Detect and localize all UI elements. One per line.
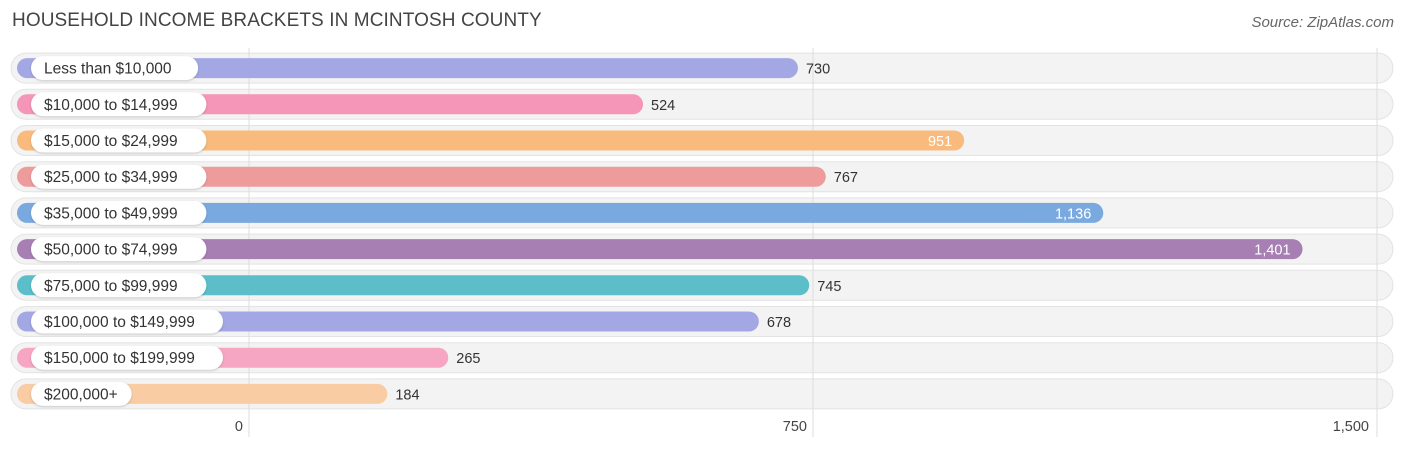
chart-title: HOUSEHOLD INCOME BRACKETS IN MCINTOSH CO…	[12, 10, 542, 31]
value-label: 730	[806, 62, 830, 78]
category-pill	[31, 56, 199, 81]
category-pill	[31, 237, 207, 262]
bar	[17, 275, 810, 296]
value-label: 767	[834, 170, 858, 186]
category-label: $150,000 to $199,999	[44, 350, 195, 367]
bar	[17, 58, 798, 79]
category-pill	[31, 128, 207, 153]
bar	[17, 202, 1104, 223]
category-pill	[31, 309, 223, 334]
value-label: 1,401	[1254, 243, 1290, 259]
value-label: 678	[767, 315, 791, 331]
category-label: $200,000+	[44, 386, 118, 403]
value-label: 745	[817, 279, 841, 295]
value-label: 184	[395, 387, 419, 403]
tick-label: 0	[235, 419, 243, 435]
value-label: 1,136	[1055, 206, 1091, 222]
tick-label: 1,500	[1333, 419, 1369, 435]
bar	[17, 166, 826, 187]
value-label: 265	[456, 351, 480, 367]
category-label: $50,000 to $74,999	[44, 242, 178, 259]
category-label: $100,000 to $149,999	[44, 314, 195, 331]
category-label: $15,000 to $24,999	[44, 133, 178, 150]
category-label: $35,000 to $49,999	[44, 205, 178, 222]
bar	[17, 239, 1303, 260]
tick-label: 750	[783, 419, 807, 435]
category-label: $25,000 to $34,999	[44, 169, 178, 186]
category-pill	[31, 164, 207, 189]
category-pill	[31, 273, 207, 298]
category-pill	[31, 345, 223, 370]
bar	[17, 130, 965, 151]
category-pill	[31, 381, 132, 406]
source-note: Source: ZipAtlas.com	[1251, 14, 1394, 31]
category-label: Less than $10,000	[44, 61, 172, 78]
category-label: $10,000 to $14,999	[44, 97, 178, 114]
value-label: 524	[651, 98, 675, 114]
category-pill	[31, 92, 207, 117]
category-pill	[31, 200, 207, 225]
value-label: 951	[928, 134, 952, 150]
category-label: $75,000 to $99,999	[44, 278, 178, 295]
